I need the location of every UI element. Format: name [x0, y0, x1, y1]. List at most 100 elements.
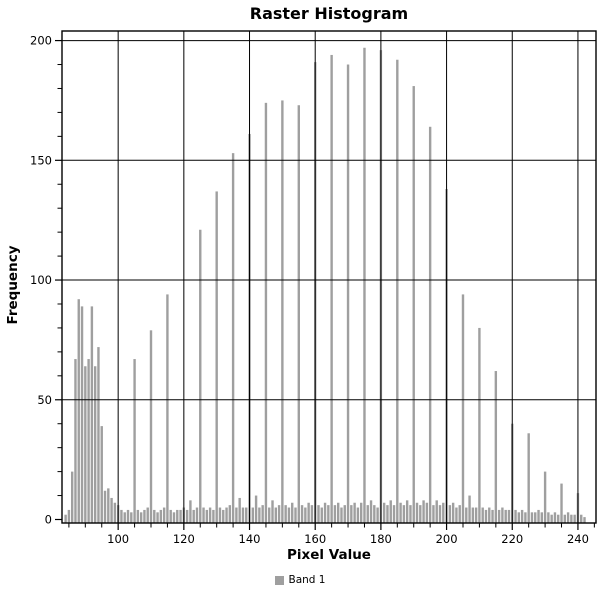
bar: [202, 507, 205, 523]
bar: [323, 502, 327, 523]
bar: [455, 507, 458, 523]
bar: [534, 512, 537, 523]
bar: [580, 514, 583, 523]
bar: [488, 507, 491, 523]
bar: [442, 502, 445, 523]
bar: [478, 327, 481, 523]
bar: [396, 59, 399, 524]
bar: [281, 100, 284, 523]
bar: [327, 505, 330, 523]
bar: [169, 509, 172, 523]
bar: [415, 502, 419, 523]
bar: [113, 502, 117, 523]
bar: [359, 502, 363, 523]
bar: [235, 507, 238, 523]
bar: [514, 509, 517, 523]
bar: [136, 509, 140, 523]
bar: [179, 509, 182, 523]
bar: [530, 512, 534, 523]
bar: [524, 512, 527, 523]
bar: [399, 502, 402, 523]
bar: [583, 517, 586, 523]
bar: [547, 512, 550, 523]
bar: [185, 509, 189, 523]
bar: [146, 507, 149, 523]
bar: [103, 490, 107, 523]
x-tick-label: 140: [239, 532, 261, 546]
bar: [176, 509, 179, 523]
bar: [228, 505, 232, 523]
bar: [195, 507, 199, 523]
legend-swatch-band1: [274, 575, 284, 585]
bar: [540, 512, 544, 523]
bar: [366, 505, 369, 523]
bar: [218, 507, 222, 523]
bar: [205, 509, 209, 523]
plot-frame: [61, 30, 597, 524]
bar: [494, 371, 498, 523]
bar: [264, 102, 268, 523]
bar: [422, 500, 425, 523]
bar: [245, 507, 248, 523]
bar: [537, 509, 540, 523]
bar: [130, 512, 133, 523]
bar: [300, 505, 304, 523]
bar: [189, 500, 192, 523]
bar: [159, 509, 163, 523]
y-tick-label: 50: [37, 393, 52, 407]
bar: [307, 502, 310, 523]
bar: [389, 500, 392, 523]
bar: [333, 505, 337, 523]
bar: [474, 507, 478, 523]
bar: [139, 512, 143, 523]
bar: [471, 507, 475, 523]
bar: [419, 505, 422, 523]
bar: [340, 507, 343, 523]
legend-label: Band 1: [288, 574, 326, 586]
bar: [107, 488, 110, 523]
bar: [425, 502, 429, 523]
bar: [162, 507, 166, 523]
bar: [484, 509, 488, 523]
bar: [172, 512, 176, 523]
bar: [468, 495, 471, 523]
bar: [192, 509, 195, 523]
y-ticks: [55, 39, 62, 521]
bar: [268, 507, 271, 523]
x-ticks: [68, 523, 595, 530]
bar: [402, 505, 406, 523]
bar: [573, 514, 576, 523]
bar: [149, 330, 153, 523]
bar: [527, 433, 530, 523]
bar: [376, 507, 379, 523]
x-tick-label: 100: [107, 532, 129, 546]
bar: [70, 471, 74, 523]
bar: [251, 507, 255, 523]
bar: [432, 505, 435, 523]
bar: [126, 509, 130, 523]
y-tick-label: 200: [30, 34, 52, 48]
chart-title: Raster Histogram: [249, 4, 409, 23]
bar: [310, 505, 314, 523]
bar: [438, 505, 442, 523]
bar: [337, 502, 340, 523]
bar: [271, 500, 274, 523]
bar: [90, 306, 94, 523]
bar: [356, 507, 360, 523]
bar: [287, 507, 291, 523]
bar: [448, 505, 452, 523]
bar: [566, 512, 570, 523]
bar: [386, 505, 389, 523]
bar: [461, 294, 465, 523]
bar: [254, 495, 258, 523]
bar: [320, 507, 323, 523]
bar: [553, 512, 557, 523]
bar: [491, 509, 494, 523]
bar: [100, 426, 103, 523]
bar: [215, 191, 218, 523]
bar: [274, 507, 277, 523]
bar: [238, 497, 241, 523]
bar: [153, 509, 156, 523]
bar: [382, 502, 386, 523]
